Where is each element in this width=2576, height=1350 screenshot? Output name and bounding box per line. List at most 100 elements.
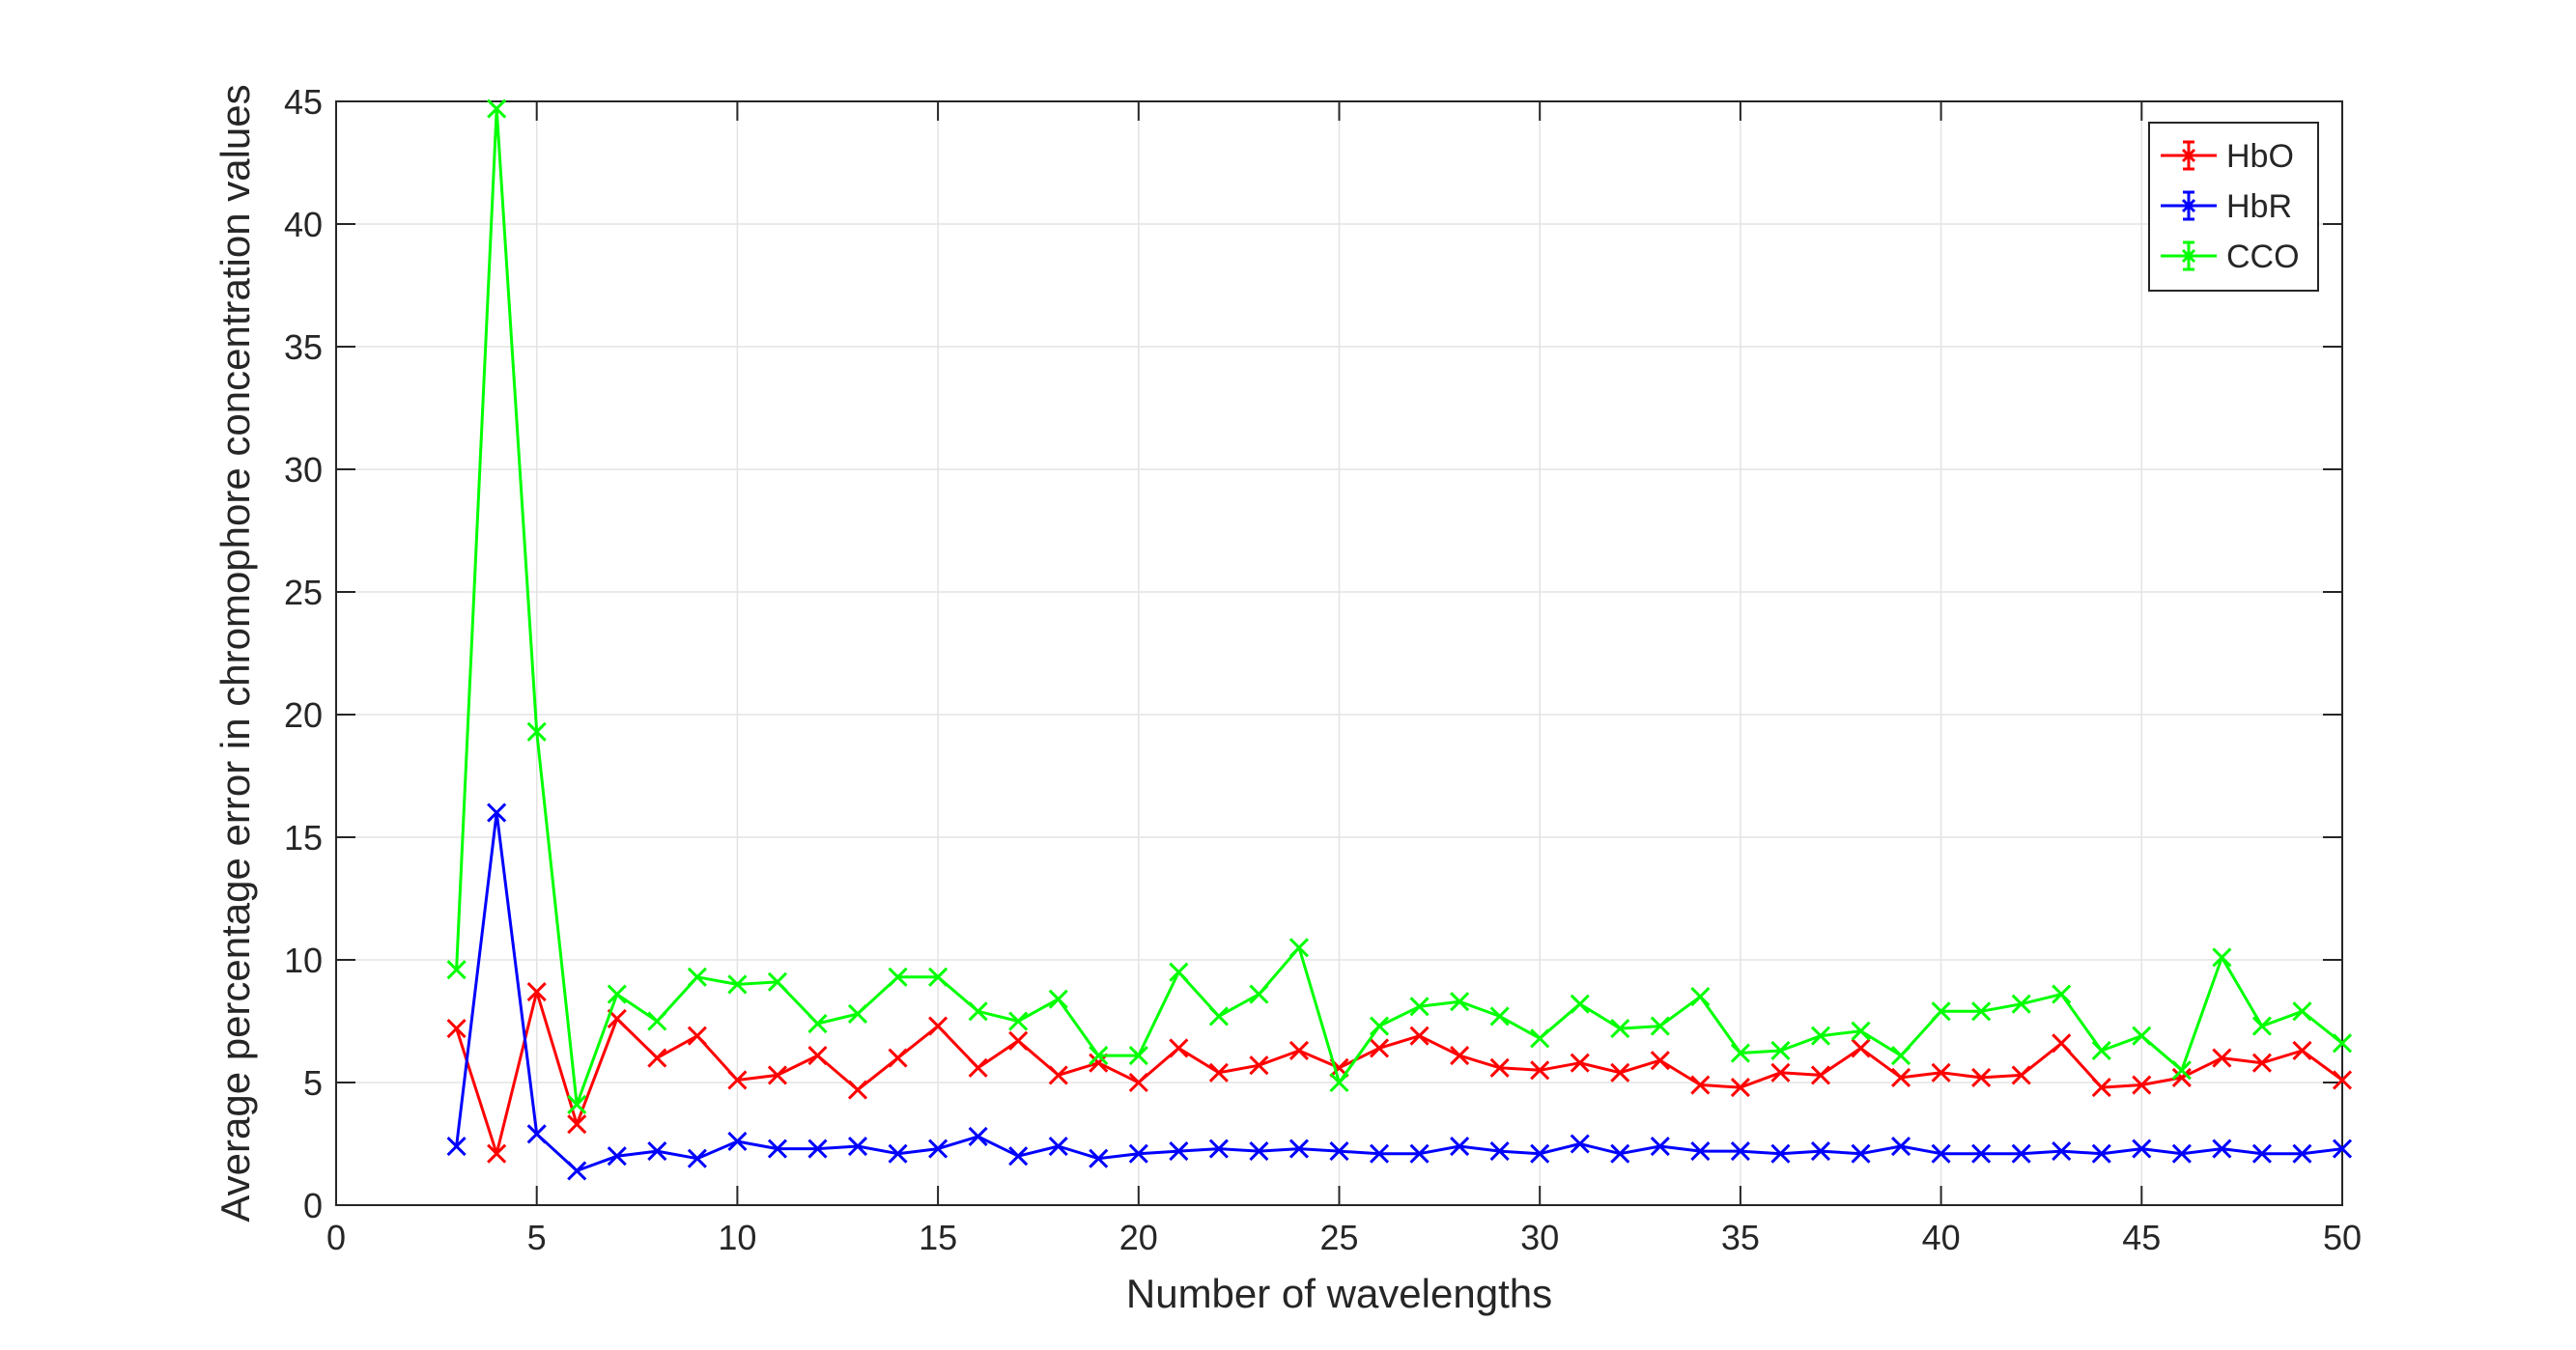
y-tick-label: 35 <box>284 327 323 367</box>
data-point-cco <box>888 967 908 987</box>
data-point-cco <box>1931 1001 1951 1022</box>
y-tick-label: 15 <box>284 818 323 858</box>
data-point-hbr <box>607 1146 627 1167</box>
data-point-cco <box>1810 1026 1831 1046</box>
data-point-hbo <box>847 1080 868 1100</box>
data-point-hbr <box>968 1126 988 1146</box>
data-point-hbo <box>1730 1078 1750 1098</box>
x-tick-label: 45 <box>2122 1218 2161 1257</box>
data-point-hbo <box>1409 1026 1430 1046</box>
data-point-hbo <box>1489 1057 1510 1078</box>
legend-label-hbr: HbR <box>2226 188 2292 225</box>
data-point-hbo <box>767 1065 788 1085</box>
data-point-cco <box>1450 992 1470 1012</box>
data-point-cco <box>2251 1016 2272 1036</box>
data-point-cco <box>1128 1045 1148 1066</box>
data-point-hbo <box>687 1026 707 1046</box>
legend-entry-cco: CCO <box>2161 239 2300 275</box>
data-point-cco <box>1890 1045 1911 1066</box>
data-point-hbr <box>1288 1139 1310 1159</box>
x-tick-label: 20 <box>1119 1218 1158 1257</box>
data-point-hbo <box>1931 1062 1951 1083</box>
data-point-hbr <box>1770 1143 1791 1164</box>
data-point-hbr <box>2171 1143 2192 1164</box>
data-point-hbo <box>1610 1062 1630 1083</box>
data-point-cco <box>1329 1072 1349 1093</box>
data-point-hbr <box>1489 1141 1510 1162</box>
data-point-cco <box>1489 1006 1510 1027</box>
data-point-hbo <box>1690 1075 1711 1095</box>
x-tick-label: 30 <box>1520 1218 1559 1257</box>
data-point-cco <box>1770 1040 1791 1061</box>
data-point-hbr <box>487 802 507 823</box>
data-point-cco <box>1089 1045 1109 1066</box>
y-tick-label: 40 <box>284 205 323 244</box>
data-point-hbo <box>2132 1075 2152 1095</box>
series-hbr <box>446 802 2353 1181</box>
data-point-hbr <box>687 1148 707 1168</box>
data-point-cco <box>1730 1043 1750 1063</box>
data-point-hbo <box>567 1114 587 1135</box>
data-point-cco <box>1610 1019 1630 1039</box>
data-point-hbo <box>1288 1040 1310 1061</box>
data-point-hbo <box>1008 1030 1029 1051</box>
data-point-hbr <box>1570 1134 1590 1154</box>
data-point-hbr <box>2292 1143 2312 1164</box>
data-point-hbo <box>807 1045 828 1066</box>
y-tick-label: 10 <box>284 941 323 980</box>
x-tick-label: 50 <box>2323 1218 2362 1257</box>
data-point-hbr <box>888 1143 908 1164</box>
data-point-hbr <box>446 1136 467 1157</box>
series-cco <box>446 98 2353 1114</box>
data-series <box>446 98 2353 1181</box>
data-point-hbo <box>1128 1072 1148 1093</box>
data-point-cco <box>1971 1001 1992 1022</box>
data-point-hbr <box>928 1139 948 1159</box>
series-hbo <box>446 981 2353 1164</box>
data-point-hbo <box>1530 1060 1550 1081</box>
data-point-hbo <box>1249 1055 1269 1076</box>
data-point-hbr <box>767 1139 788 1159</box>
data-point-cco <box>1048 989 1068 1009</box>
legend-entry-hbo: HbO <box>2161 138 2294 175</box>
data-point-cco <box>2332 1033 2353 1054</box>
x-tick-label: 5 <box>527 1218 547 1257</box>
data-point-hbr <box>1610 1143 1630 1164</box>
data-point-hbr <box>1249 1141 1269 1162</box>
data-point-cco <box>968 1001 988 1022</box>
data-point-hbo <box>1450 1045 1470 1066</box>
legend-marker-cco <box>2181 248 2196 264</box>
x-tick-label: 10 <box>718 1218 756 1257</box>
data-point-hbr <box>2212 1139 2232 1159</box>
data-point-hbr <box>847 1136 868 1157</box>
data-point-hbo <box>1890 1067 1911 1087</box>
data-point-cco <box>1530 1028 1550 1049</box>
data-point-hbo <box>727 1070 748 1090</box>
data-point-cco <box>1369 1016 1390 1036</box>
data-point-hbo <box>647 1048 667 1068</box>
y-tick-label: 45 <box>284 82 323 122</box>
data-point-hbr <box>567 1161 587 1181</box>
y-tick-label: 5 <box>303 1063 323 1103</box>
data-point-hbr <box>1530 1143 1550 1164</box>
data-point-hbo <box>1570 1053 1590 1073</box>
data-point-hbr <box>1208 1139 1229 1159</box>
data-point-hbo <box>1089 1053 1109 1073</box>
data-point-cco <box>2091 1040 2111 1061</box>
y-tick-label: 25 <box>284 573 323 612</box>
y-tick-label: 30 <box>284 450 323 490</box>
data-point-hbr <box>1650 1136 1670 1157</box>
data-point-hbo <box>928 1016 948 1036</box>
x-tick-label: 35 <box>1721 1218 1760 1257</box>
data-point-cco <box>1249 984 1269 1004</box>
data-point-hbo <box>1851 1038 1871 1058</box>
data-point-cco <box>1409 997 1430 1017</box>
data-point-hbr <box>1329 1141 1349 1162</box>
series-line-hbr <box>455 811 2343 1172</box>
data-point-cco <box>647 1011 667 1031</box>
data-point-hbr <box>1971 1143 1992 1164</box>
data-point-cco <box>928 967 948 987</box>
data-point-hbo <box>2332 1070 2353 1090</box>
data-point-hbo <box>2212 1048 2232 1068</box>
data-point-hbr <box>1450 1136 1470 1157</box>
